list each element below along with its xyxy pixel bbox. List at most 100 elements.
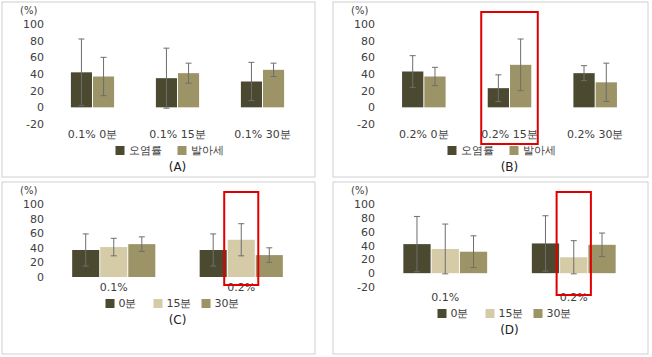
error-line (81, 39, 82, 106)
error-line (273, 63, 274, 76)
y-tick (378, 245, 381, 246)
error-cap (603, 101, 609, 102)
y-tick (378, 40, 381, 41)
error-cap (410, 55, 416, 56)
y-tick (47, 40, 50, 41)
error-cap (101, 57, 107, 58)
error-bar (599, 233, 605, 257)
error-bar (139, 237, 145, 252)
category-label: 0.1% 0분 (68, 128, 117, 141)
error-bar (271, 63, 277, 76)
error-cap (271, 63, 277, 64)
error-line (103, 57, 104, 95)
y-tick-label: 80 (361, 35, 375, 48)
error-line (213, 234, 214, 266)
error-cap (83, 233, 89, 234)
error-bar (186, 63, 192, 83)
y-tick-label: 0 (37, 271, 44, 284)
y-axis-label: (%) (20, 185, 37, 196)
error-cap (599, 233, 605, 234)
y-axis-label: (%) (351, 185, 368, 196)
legend-label: 오염률 (461, 144, 494, 157)
legend-label: 15분 (499, 307, 524, 320)
error-cap (432, 67, 438, 68)
error-bar (111, 238, 117, 256)
legend-swatch (154, 299, 163, 308)
y-tick-label: 40 (361, 68, 375, 81)
error-bar (248, 62, 254, 100)
error-bar (266, 248, 272, 263)
legend: 0분 15분 30분 (438, 307, 572, 320)
legend-swatch (106, 299, 115, 308)
y-tick (378, 273, 381, 274)
error-cap (101, 95, 107, 96)
panel: (%)0204060801000.1%0.2%0분15분30분(C) (2, 182, 315, 354)
legend-swatch (116, 146, 125, 155)
error-cap (111, 255, 117, 256)
y-tick-label: 60 (361, 51, 375, 64)
error-bar (542, 216, 548, 271)
error-cap (238, 223, 244, 224)
y-tick (47, 24, 50, 25)
error-line (416, 216, 417, 271)
category-label: 0.1% (100, 281, 128, 294)
y-tick (47, 57, 50, 58)
legend-swatch (486, 309, 495, 318)
error-line (473, 236, 474, 268)
error-cap (571, 273, 577, 274)
error-cap (139, 251, 145, 252)
highlight-box (481, 12, 538, 144)
y-tick-label: 80 (30, 35, 44, 48)
error-line (241, 224, 242, 256)
category-label: 0.1% (431, 291, 459, 304)
legend: 오염률 발아세 (116, 144, 224, 157)
error-line (251, 62, 252, 100)
y-tick-label: -20 (26, 118, 44, 131)
error-line (85, 234, 86, 266)
legend-label: 발아세 (191, 144, 224, 157)
error-cap (271, 76, 277, 77)
y-tick (378, 204, 381, 205)
error-cap (542, 271, 548, 272)
error-bar (581, 66, 587, 81)
panel-title: (A) (169, 160, 187, 174)
legend-swatch (448, 146, 457, 155)
error-cap (210, 266, 216, 267)
legend-label: 발아세 (523, 144, 556, 157)
error-cap (581, 80, 587, 81)
y-tick (47, 247, 50, 248)
figure: (%) -20 0 20 40 60 80 100 0.1% 0분 0.1% 15분 0.1% 30… (0, 0, 652, 357)
error-bar (101, 57, 107, 95)
error-bar (238, 224, 244, 256)
error-cap (83, 266, 89, 267)
error-cap (518, 39, 524, 40)
y-tick-label: 0 (368, 267, 375, 280)
error-bar (518, 39, 524, 91)
error-line (141, 237, 142, 252)
legend-label: 오염률 (129, 144, 162, 157)
legend-label: 0분 (451, 307, 469, 320)
error-cap (542, 215, 548, 216)
error-bar (414, 216, 420, 271)
error-cap (410, 87, 416, 88)
error-cap (471, 235, 477, 236)
y-tick-label: 60 (30, 227, 44, 240)
panel-frame (2, 2, 315, 177)
y-tick-label: -20 (357, 118, 375, 131)
error-line (113, 238, 114, 256)
legend: 오염률 발아세 (448, 144, 556, 157)
error-line (498, 75, 499, 102)
legend-label: 30분 (547, 307, 572, 320)
legend-swatch (438, 309, 447, 318)
legend: 0분15분30분 (106, 297, 240, 310)
y-tick-label: 20 (30, 256, 44, 269)
y-tick-label: 60 (361, 226, 375, 239)
error-cap (603, 63, 609, 64)
highlight-box (557, 192, 591, 295)
y-tick (378, 74, 381, 75)
y-tick-label: 100 (23, 18, 44, 31)
y-tick (47, 277, 50, 278)
error-line (584, 66, 585, 81)
error-bar (210, 234, 216, 266)
error-cap (471, 267, 477, 268)
